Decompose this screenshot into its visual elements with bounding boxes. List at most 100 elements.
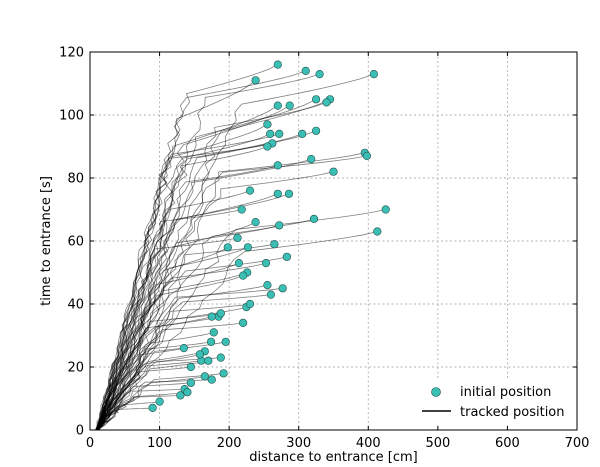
initial-position-point bbox=[176, 391, 185, 400]
y-tick-label: 100 bbox=[59, 109, 84, 124]
y-ticks: 0 20 40 60 80 100 120 bbox=[59, 46, 577, 439]
initial-position-point bbox=[273, 60, 282, 69]
x-tick-label: 100 bbox=[147, 436, 172, 451]
initial-position-point bbox=[223, 243, 232, 252]
initial-position-point bbox=[285, 101, 294, 110]
trajectory-line bbox=[95, 275, 244, 431]
trajectory-line bbox=[95, 231, 378, 431]
tracked-trajectories bbox=[95, 64, 386, 431]
trajectory-line bbox=[95, 218, 315, 431]
initial-position-point bbox=[216, 353, 225, 362]
y-tick-label: 20 bbox=[67, 361, 84, 376]
initial-position-point bbox=[237, 205, 246, 214]
y-tick-label: 60 bbox=[67, 235, 84, 250]
initial-position-point bbox=[282, 252, 292, 261]
x-tick-label: 500 bbox=[425, 436, 450, 451]
x-tick-label: 300 bbox=[286, 436, 311, 451]
grid bbox=[90, 52, 577, 430]
initial-position-point bbox=[155, 397, 164, 406]
trajectory-line bbox=[98, 124, 268, 431]
trajectory-line bbox=[95, 133, 271, 431]
initial-position-point bbox=[266, 129, 275, 138]
trajectory-line bbox=[96, 354, 201, 431]
x-tick-label: 400 bbox=[356, 436, 381, 451]
trajectory-line bbox=[96, 237, 238, 431]
x-tick-label: 0 bbox=[86, 436, 94, 451]
initial-position-point bbox=[381, 205, 390, 214]
initial-position-point bbox=[329, 167, 338, 176]
initial-position-point bbox=[183, 388, 192, 397]
y-tick-label: 40 bbox=[67, 298, 84, 313]
initial-position-point bbox=[263, 281, 272, 290]
initial-position-point bbox=[315, 69, 324, 79]
x-axis-label: distance to entrance [cm] bbox=[249, 450, 418, 465]
initial-position-point bbox=[263, 120, 272, 129]
trajectory-line bbox=[96, 391, 188, 431]
trajectory-line bbox=[96, 190, 251, 431]
initial-position-point bbox=[312, 95, 321, 104]
initial-position-point bbox=[209, 328, 218, 337]
initial-position-point bbox=[239, 271, 248, 280]
trajectory-line bbox=[97, 262, 240, 431]
trajectory-line bbox=[96, 407, 153, 431]
initial-position-point bbox=[278, 284, 287, 293]
initial-position-point bbox=[369, 69, 379, 79]
initial-position-point bbox=[362, 151, 372, 160]
initial-position-point bbox=[186, 362, 195, 372]
initial-position-point bbox=[251, 76, 260, 85]
initial-position-point bbox=[251, 218, 260, 227]
initial-position-point bbox=[301, 66, 310, 75]
trajectory-line bbox=[97, 388, 185, 431]
legend-label-initial-position: initial position bbox=[460, 385, 551, 400]
initial-position-point bbox=[307, 155, 316, 164]
initial-position-point bbox=[275, 221, 284, 230]
initial-position-point bbox=[234, 259, 243, 268]
initial-position-point bbox=[261, 259, 271, 268]
initial-position-point bbox=[207, 337, 216, 346]
initial-position-point bbox=[207, 312, 216, 321]
initial-position-point bbox=[373, 227, 382, 236]
trajectory-line bbox=[98, 347, 184, 431]
initial-position-point bbox=[207, 375, 216, 384]
initial-position-point bbox=[239, 318, 248, 328]
initial-position-point bbox=[284, 189, 294, 198]
x-ticks: 0 100 200 300 400 500 600 700 bbox=[86, 52, 590, 451]
x-tick-label: 700 bbox=[565, 436, 590, 451]
initial-position-point bbox=[179, 344, 188, 353]
initial-position-point bbox=[298, 129, 307, 138]
initial-position-point bbox=[219, 369, 228, 378]
initial-position-point bbox=[263, 142, 272, 151]
y-tick-label: 120 bbox=[59, 46, 84, 61]
initial-position-point bbox=[186, 378, 195, 387]
y-axis-label: time to entrance [s] bbox=[39, 176, 54, 306]
initial-position-point bbox=[273, 189, 282, 198]
trajectory-line bbox=[96, 350, 205, 431]
initial-position-point bbox=[273, 101, 282, 110]
initial-position-point bbox=[243, 243, 252, 252]
initial-position-point bbox=[148, 403, 157, 413]
initial-position-point bbox=[273, 161, 282, 170]
initial-position-point bbox=[270, 240, 279, 249]
initial-position-point bbox=[245, 299, 255, 309]
trajectory-line bbox=[95, 401, 160, 431]
x-tick-label: 600 bbox=[495, 436, 520, 451]
initial-position-point bbox=[245, 186, 255, 195]
initial-position-point bbox=[322, 98, 331, 107]
initial-position-point bbox=[200, 372, 209, 381]
legend-label-tracked-position: tracked position bbox=[460, 405, 565, 420]
trajectory-line bbox=[96, 209, 242, 431]
trajectory-line bbox=[98, 143, 273, 431]
legend-marker-initial-position bbox=[431, 387, 441, 397]
y-tick-label: 0 bbox=[76, 424, 84, 439]
initial-position-point bbox=[221, 337, 230, 346]
initial-position-point bbox=[233, 233, 242, 242]
initial-position-point bbox=[312, 126, 321, 135]
trajectory-line bbox=[95, 262, 267, 431]
y-tick-label: 80 bbox=[67, 172, 84, 187]
x-tick-label: 200 bbox=[217, 436, 242, 451]
legend: initial position tracked position bbox=[410, 380, 572, 425]
initial-position-point bbox=[195, 350, 204, 359]
initial-position-point bbox=[275, 129, 284, 138]
initial-position-points bbox=[148, 60, 390, 413]
